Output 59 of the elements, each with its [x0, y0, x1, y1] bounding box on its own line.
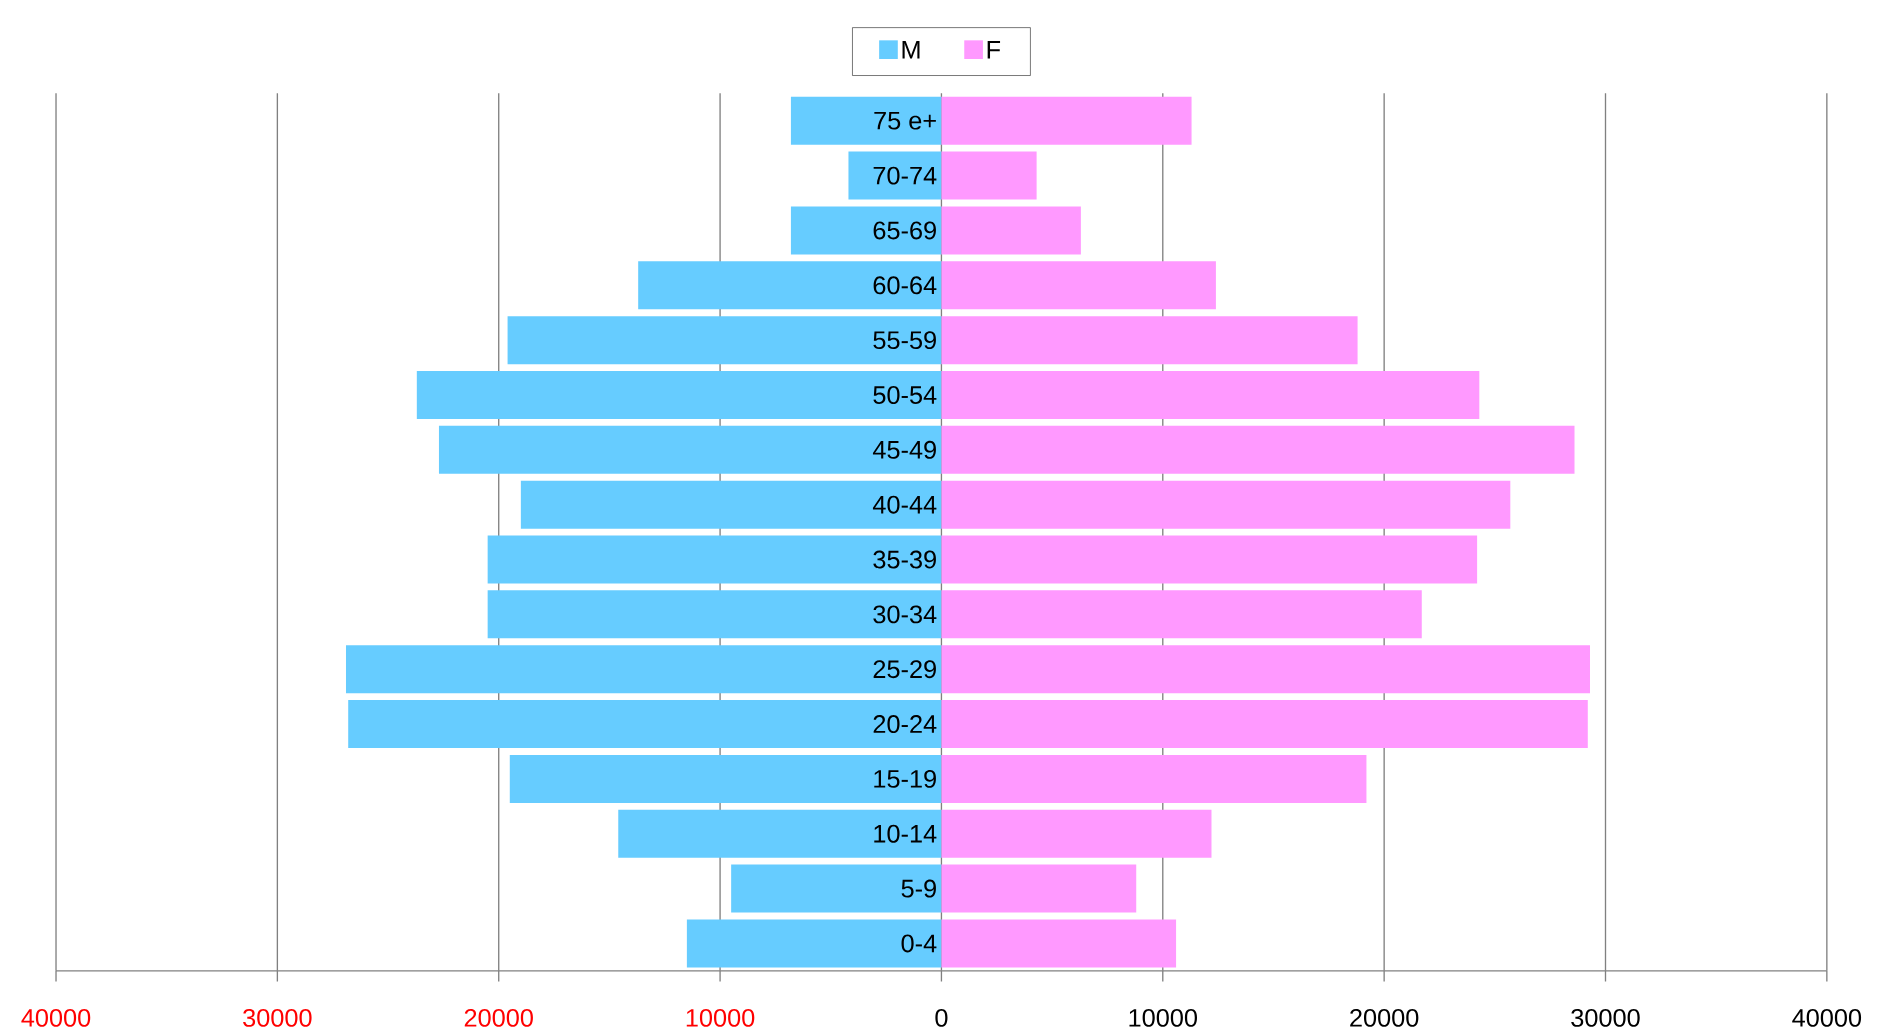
bar — [487, 590, 942, 639]
bar — [941, 919, 1177, 968]
bar — [487, 535, 942, 584]
legend-label: F — [987, 41, 1001, 59]
x-tick-label: 10000 — [1129, 1008, 1197, 1027]
legend-label: M — [902, 41, 920, 59]
y-tick-label: 0-4 — [901, 934, 937, 953]
y-tick-label: 20-24 — [873, 715, 937, 734]
y-tick-label: 25-29 — [873, 660, 936, 679]
y-tick-label: 30-34 — [873, 605, 937, 624]
bar — [345, 645, 942, 694]
y-tick-label: 10-14 — [874, 824, 937, 843]
bar — [790, 96, 942, 145]
bar — [507, 316, 942, 365]
x-tick-label: 20000 — [464, 1008, 533, 1027]
y-tick-label: 55-59 — [873, 331, 936, 350]
bar — [941, 809, 1212, 858]
bar — [848, 151, 942, 200]
bar — [941, 700, 1588, 749]
x-tick-label: 40000 — [21, 1008, 91, 1027]
y-tick-label: 60-64 — [873, 276, 937, 295]
x-tick-label: 30000 — [243, 1008, 312, 1027]
x-tick-label: 0 — [935, 1008, 948, 1027]
bar — [941, 371, 1480, 420]
y-tick-label: 50-54 — [873, 386, 937, 405]
bar — [941, 425, 1575, 474]
x-tick-label: 40000 — [1792, 1008, 1862, 1027]
y-tick-label: 15-19 — [874, 769, 936, 788]
bar — [941, 535, 1478, 584]
bar — [416, 371, 942, 420]
bar — [790, 206, 942, 255]
bar — [941, 480, 1511, 529]
x-tick-label: 10000 — [686, 1008, 755, 1027]
bar — [941, 645, 1590, 694]
x-tick-label: 30000 — [1571, 1008, 1640, 1027]
y-tick-label: 5-9 — [901, 879, 936, 898]
bar — [941, 261, 1216, 310]
bar — [520, 480, 942, 529]
y-tick-label: 45-49 — [872, 440, 936, 459]
y-tick-label: 40-44 — [872, 495, 937, 514]
bar — [941, 206, 1081, 255]
bar — [941, 151, 1037, 200]
bar — [438, 425, 942, 474]
bar — [618, 809, 942, 858]
y-tick-label: 35-39 — [873, 550, 936, 569]
bar — [731, 864, 942, 913]
bar — [941, 590, 1422, 639]
bar — [941, 96, 1192, 145]
bar — [941, 754, 1367, 803]
bar — [348, 700, 942, 749]
bar — [941, 316, 1358, 365]
bar — [509, 754, 942, 803]
x-tick-label: 20000 — [1350, 1008, 1419, 1027]
y-tick-label: 70-74 — [873, 166, 937, 185]
y-tick-label: 65-69 — [873, 221, 936, 240]
bar — [686, 919, 942, 968]
y-tick-label: 75 e+ — [874, 112, 936, 130]
bar — [638, 261, 942, 310]
bar — [941, 864, 1137, 913]
